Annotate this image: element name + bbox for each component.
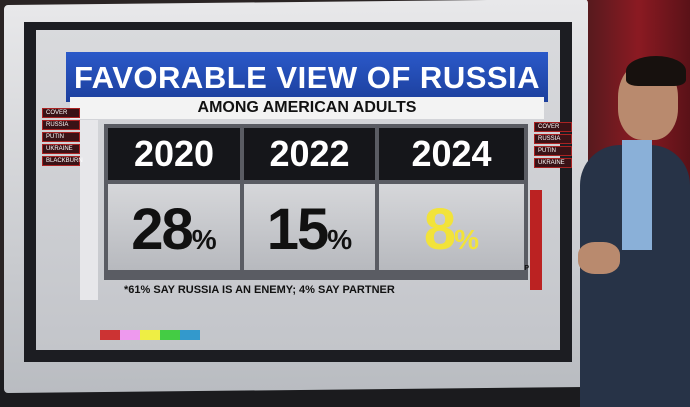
panel-year: 2024: [379, 128, 524, 180]
value-unit: %: [191, 224, 217, 255]
panel-year: 2020: [108, 128, 240, 180]
rail-label: UKRAINE: [534, 158, 572, 168]
color-bar: [100, 330, 200, 340]
flag-stripe: [530, 190, 542, 290]
rail-label: COVER: [534, 122, 572, 132]
panel-value: 28%: [108, 184, 240, 270]
right-rail: COVER RUSSIA PUTIN UKRAINE: [534, 122, 572, 170]
rail-label: RUSSIA: [42, 120, 80, 130]
rail-label: UKRAINE: [42, 144, 80, 154]
rail-label: BLACKBURN: [42, 156, 83, 166]
value-unit: %: [327, 224, 353, 255]
rail-label: PUTIN: [42, 132, 80, 142]
value-unit: %: [454, 224, 480, 255]
panel: 2020 28%: [108, 128, 240, 270]
presenter-hair: [626, 56, 686, 86]
presenter-hand: [578, 242, 620, 274]
flag-stripe: [80, 120, 98, 300]
title: FAVORABLE VIEW OF RUSSIA: [73, 60, 541, 95]
panel-value: 8%: [379, 184, 524, 270]
left-rail: COVER RUSSIA PUTIN UKRAINE BLACKBURN: [42, 108, 83, 168]
value-number: 28: [131, 197, 193, 262]
subtitle-band: [70, 97, 544, 119]
value-number: 8: [423, 197, 456, 262]
value-number: 15: [266, 197, 329, 262]
rail-label: PUTIN: [534, 146, 572, 156]
footnote: *61% SAY RUSSIA IS AN ENEMY; 4% SAY PART…: [124, 284, 395, 296]
subtitle: AMONG AMERICAN ADULTS: [197, 99, 417, 116]
panel: 2022 15%: [244, 128, 375, 270]
rail-label: COVER: [42, 108, 80, 118]
panel-year: 2022: [244, 128, 375, 180]
rail-label: RUSSIA: [534, 134, 572, 144]
title-banner: [66, 52, 548, 102]
panel-value: 15%: [244, 184, 375, 270]
presenter-shirt: [622, 140, 652, 250]
panel: 2024 8%: [379, 128, 524, 270]
